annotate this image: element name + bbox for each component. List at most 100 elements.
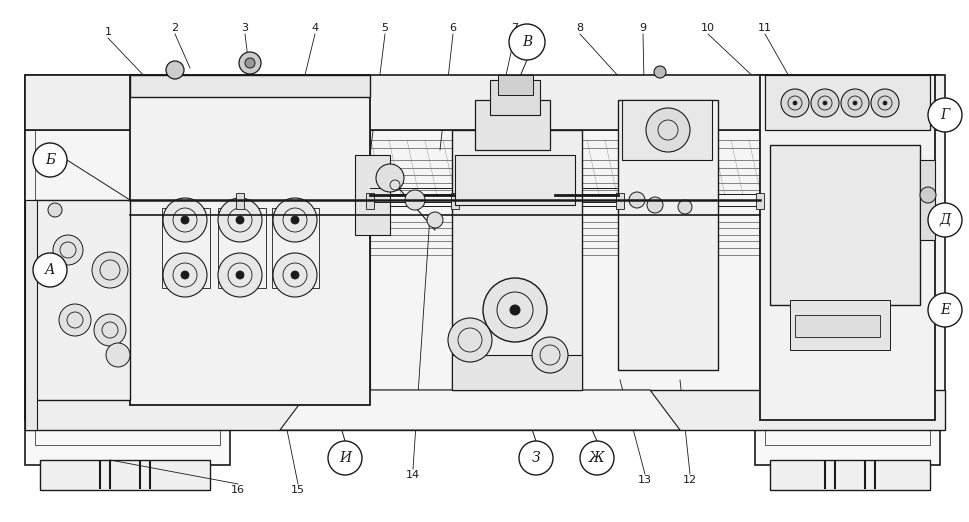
Circle shape bbox=[531, 337, 568, 373]
Circle shape bbox=[92, 252, 128, 288]
Bar bbox=[25, 200, 37, 430]
Circle shape bbox=[882, 101, 886, 105]
Bar bbox=[162, 208, 209, 288]
Circle shape bbox=[510, 305, 519, 315]
Circle shape bbox=[628, 192, 644, 208]
Bar bbox=[769, 460, 929, 490]
Circle shape bbox=[677, 200, 691, 214]
Circle shape bbox=[181, 216, 189, 224]
Bar bbox=[365, 193, 374, 209]
Text: 10: 10 bbox=[701, 23, 714, 33]
Bar bbox=[621, 100, 711, 160]
Text: 12: 12 bbox=[682, 475, 697, 485]
Text: Ж: Ж bbox=[588, 451, 605, 465]
Circle shape bbox=[822, 101, 827, 105]
Text: В: В bbox=[521, 35, 532, 49]
Text: 13: 13 bbox=[638, 475, 651, 485]
Circle shape bbox=[426, 212, 443, 228]
Bar bbox=[35, 85, 220, 445]
Circle shape bbox=[33, 143, 67, 177]
Circle shape bbox=[53, 235, 83, 265]
Text: 4: 4 bbox=[311, 23, 318, 33]
Circle shape bbox=[106, 343, 130, 367]
Bar bbox=[271, 208, 319, 288]
Bar bbox=[451, 193, 458, 209]
Text: И: И bbox=[338, 451, 351, 465]
Circle shape bbox=[852, 101, 857, 105]
Circle shape bbox=[653, 66, 666, 78]
Circle shape bbox=[291, 271, 298, 279]
Bar bbox=[235, 193, 244, 209]
Text: 3: 3 bbox=[241, 23, 248, 33]
Circle shape bbox=[218, 253, 262, 297]
Circle shape bbox=[780, 89, 808, 117]
Circle shape bbox=[919, 187, 935, 203]
Circle shape bbox=[870, 89, 898, 117]
Text: Д: Д bbox=[938, 213, 950, 227]
Circle shape bbox=[245, 58, 255, 68]
Bar bbox=[769, 145, 919, 305]
Text: 11: 11 bbox=[757, 23, 771, 33]
Bar bbox=[454, 155, 575, 205]
Bar bbox=[475, 100, 549, 150]
Bar bbox=[452, 130, 581, 390]
Text: 6: 6 bbox=[449, 23, 456, 33]
Bar bbox=[489, 80, 540, 115]
Bar bbox=[230, 130, 239, 390]
Text: 2: 2 bbox=[172, 23, 178, 33]
Circle shape bbox=[166, 61, 184, 79]
Polygon shape bbox=[280, 390, 679, 430]
Bar bbox=[40, 460, 209, 490]
Bar bbox=[452, 355, 581, 390]
Bar bbox=[35, 200, 130, 400]
Text: Б: Б bbox=[45, 153, 55, 167]
Circle shape bbox=[483, 278, 547, 342]
Bar bbox=[919, 160, 934, 240]
Circle shape bbox=[238, 52, 261, 74]
Text: Е: Е bbox=[939, 303, 949, 317]
Bar bbox=[760, 75, 934, 420]
Circle shape bbox=[235, 271, 244, 279]
Circle shape bbox=[518, 441, 552, 475]
Circle shape bbox=[328, 441, 361, 475]
Text: З: З bbox=[531, 451, 540, 465]
Circle shape bbox=[509, 24, 545, 60]
Text: 7: 7 bbox=[511, 23, 518, 33]
Circle shape bbox=[645, 108, 689, 152]
Circle shape bbox=[291, 216, 298, 224]
Text: 16: 16 bbox=[231, 485, 245, 495]
Circle shape bbox=[163, 198, 206, 242]
Circle shape bbox=[235, 216, 244, 224]
Circle shape bbox=[272, 253, 317, 297]
Bar bbox=[615, 193, 623, 209]
Circle shape bbox=[927, 203, 961, 237]
Circle shape bbox=[579, 441, 613, 475]
Circle shape bbox=[810, 89, 838, 117]
Circle shape bbox=[163, 253, 206, 297]
Text: 9: 9 bbox=[639, 23, 646, 33]
Text: 15: 15 bbox=[291, 485, 304, 495]
Bar bbox=[765, 85, 929, 445]
Circle shape bbox=[405, 190, 424, 210]
Bar bbox=[130, 75, 369, 97]
Bar bbox=[25, 390, 944, 430]
Circle shape bbox=[218, 198, 262, 242]
Circle shape bbox=[927, 98, 961, 132]
Circle shape bbox=[59, 304, 91, 336]
Text: 14: 14 bbox=[405, 470, 420, 480]
Bar bbox=[789, 300, 890, 350]
Circle shape bbox=[927, 293, 961, 327]
Circle shape bbox=[181, 271, 189, 279]
Bar bbox=[755, 193, 764, 209]
Circle shape bbox=[33, 253, 67, 287]
Text: 8: 8 bbox=[576, 23, 583, 33]
Bar bbox=[130, 75, 369, 405]
Circle shape bbox=[840, 89, 868, 117]
Circle shape bbox=[448, 318, 491, 362]
Bar bbox=[765, 75, 929, 130]
Bar bbox=[355, 155, 390, 235]
Text: 5: 5 bbox=[381, 23, 389, 33]
Circle shape bbox=[47, 203, 62, 217]
Circle shape bbox=[646, 197, 663, 213]
Text: Г: Г bbox=[939, 108, 949, 122]
